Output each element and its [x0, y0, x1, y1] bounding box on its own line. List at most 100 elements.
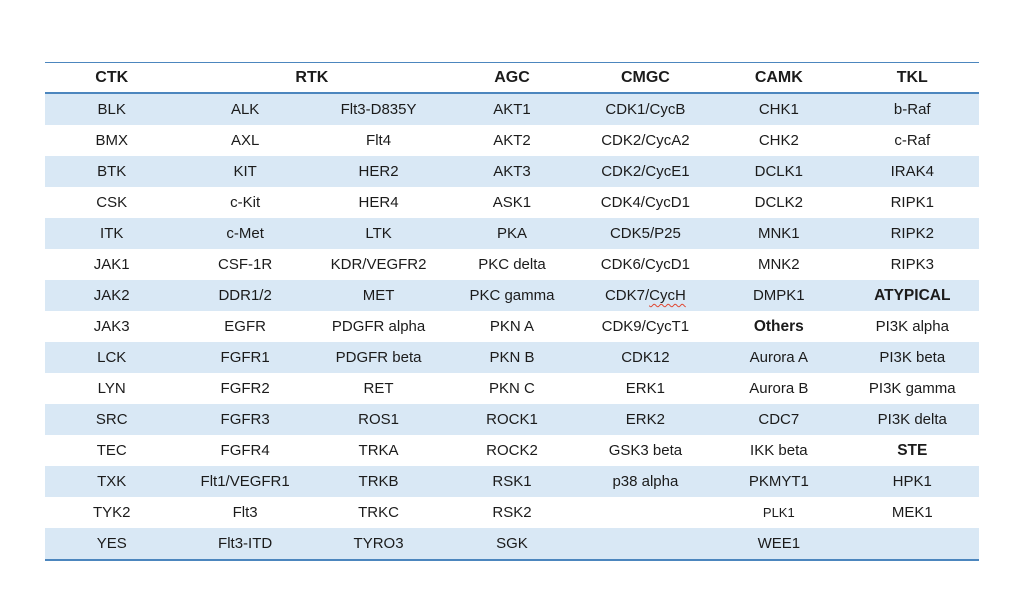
- table-row: JAK1 CSF-1R KDR/VEGFR2 PKC delta CDK6/CycD1 M…: [45, 249, 979, 280]
- table-row: BLK ALK Flt3-D835Y AKT1 CDK1/CycB CHK1 b-Raf: [45, 93, 979, 125]
- kinase-cell: TRKC: [358, 504, 399, 521]
- kinase-cell: Aurora B: [749, 380, 809, 397]
- kinase-cell: PLK1: [762, 505, 795, 520]
- kinase-cell: CDK4/CycD1: [600, 194, 690, 211]
- kinase-cell: TEC: [96, 442, 127, 459]
- table-row: JAK3 EGFR PDGFR alpha PKN A CDK9/CycT1 Others…: [45, 311, 979, 342]
- kinase-cell: FGFR2: [220, 380, 270, 397]
- kinase-cell: TXK: [45, 466, 179, 497]
- kinase-cell: STE: [897, 441, 928, 459]
- kinase-cell: Flt3-D835Y: [311, 93, 446, 125]
- kinase-cell: ALK: [178, 93, 312, 125]
- kinase-cell: ROCK1: [445, 404, 579, 435]
- column-header-rtk: RTK: [178, 62, 446, 94]
- kinase-cell: Flt4: [366, 132, 392, 149]
- kinase-cell: AKT1: [445, 93, 579, 125]
- kinase-cell: BLK: [45, 93, 179, 125]
- kinase-cell: FGFR1: [178, 342, 312, 373]
- kinase-cell: CDC7: [712, 404, 846, 435]
- kinase-cell: RIPK3: [890, 256, 934, 273]
- kinase-cell: PI3K delta: [845, 404, 979, 435]
- kinase-cell: WEE1: [712, 528, 846, 561]
- kinase-cell: CDK6/CycD1: [600, 256, 690, 273]
- table-row: YES Flt3-ITD TYRO3 SGK WEE1: [45, 528, 979, 561]
- kinase-cell: JAK3: [93, 318, 130, 335]
- kinase-cell: FGFR3: [178, 404, 312, 435]
- kinase-cell: PKA: [445, 218, 579, 249]
- kinase-cell: TYRO3: [311, 528, 446, 561]
- column-header-ctk: CTK: [45, 62, 179, 94]
- kinase-cell: MNK1: [712, 218, 846, 249]
- kinase-cell: b-Raf: [845, 93, 979, 125]
- kinase-cell: CSK: [96, 194, 128, 211]
- kinase-cell: JAK1: [93, 256, 130, 273]
- kinase-cell: IRAK4: [845, 156, 979, 187]
- kinase-cell: c-Kit: [230, 194, 261, 211]
- kinase-cell: DCLK2: [754, 194, 803, 211]
- kinase-cell: CHK2: [758, 132, 799, 149]
- kinase-cell: DMPK1: [712, 280, 846, 311]
- kinase-cell: CDK5/P25: [578, 218, 713, 249]
- kinase-cell: Flt3-ITD: [178, 528, 312, 561]
- kinase-cell: PI3K alpha: [875, 318, 949, 335]
- kinase-cell: RIPK1: [890, 194, 934, 211]
- kinase-cell: c-Met: [178, 218, 312, 249]
- spellcheck-underline: CycH: [649, 287, 686, 304]
- kinase-cell: KIT: [178, 156, 312, 187]
- kinase-cell: ROCK2: [486, 442, 538, 459]
- column-header-tkl: TKL: [845, 62, 979, 94]
- kinase-cell: YES: [45, 528, 179, 561]
- kinase-cell: MNK2: [757, 256, 800, 273]
- kinase-cell: PKN B: [445, 342, 579, 373]
- table-row: BTK KIT HER2 AKT3 CDK2/CycE1 DCLK1 IRAK4: [45, 156, 979, 187]
- kinase-cell: MEK1: [891, 504, 933, 521]
- kinase-cell: PKN C: [489, 380, 535, 397]
- kinase-cell: CDK2/CycE1: [578, 156, 713, 187]
- kinase-cell: Aurora A: [712, 342, 846, 373]
- table-row: LCK FGFR1 PDGFR beta PKN B CDK12 Aurora A PI3K…: [45, 342, 979, 373]
- table-row: BMX AXL Flt4 AKT2 CDK2/CycA2 CHK2 c-Raf: [45, 125, 979, 156]
- kinase-cell: [845, 528, 979, 561]
- kinase-cell: LYN: [97, 380, 126, 397]
- kinase-cell: SRC: [45, 404, 179, 435]
- table-body: BLK ALK Flt3-D835Y AKT1 CDK1/CycB CHK1 b-Raf BM…: [45, 93, 979, 561]
- table-row: TXK Flt1/VEGFR1 TRKB RSK1 p38 alpha PKMYT1 HPK…: [45, 466, 979, 497]
- kinase-cell: ERK2: [578, 404, 713, 435]
- kinase-cell: ATYPICAL: [845, 280, 979, 311]
- kinase-cell: GSK3 beta: [608, 442, 683, 459]
- kinase-cell: PI3K gamma: [868, 380, 956, 397]
- kinase-cell: Flt3: [232, 504, 258, 521]
- kinase-cell: TRKB: [311, 466, 446, 497]
- kinase-cell: RIPK2: [845, 218, 979, 249]
- kinase-cell: RSK1: [445, 466, 579, 497]
- kinase-cell: c-Raf: [894, 132, 931, 149]
- kinase-cell: IKK beta: [750, 442, 808, 459]
- kinase-cell: ERK1: [625, 380, 665, 397]
- kinase-cell: PDGFR alpha: [331, 318, 426, 335]
- kinase-cell: BTK: [45, 156, 179, 187]
- kinase-cell: CDK7/CycH: [578, 280, 713, 311]
- kinase-cell: [578, 528, 713, 561]
- kinase-cell: ASK1: [492, 194, 532, 211]
- kinase-cell: EGFR: [224, 318, 266, 335]
- column-header-agc: AGC: [445, 62, 579, 94]
- table-row: TYK2 Flt3 TRKC RSK2 PLK1 MEK1: [45, 497, 979, 528]
- table-row: LYN FGFR2 RET PKN C ERK1 Aurora B PI3K gamma: [45, 373, 979, 404]
- kinase-cell: PKC delta: [478, 256, 546, 273]
- kinase-cell: LTK: [311, 218, 446, 249]
- kinase-cell: PDGFR beta: [311, 342, 446, 373]
- table-header-row: CTK RTK AGC CMGC CAMK TKL: [45, 62, 979, 94]
- kinase-cell: MET: [311, 280, 446, 311]
- kinase-cell: SGK: [445, 528, 579, 561]
- kinase-cell: CSF-1R: [218, 256, 273, 273]
- kinase-cell: CHK1: [712, 93, 846, 125]
- kinase-cell: LCK: [45, 342, 179, 373]
- table-row: TEC FGFR4 TRKA ROCK2 GSK3 beta IKK beta STE: [45, 435, 979, 466]
- kinase-cell: HPK1: [845, 466, 979, 497]
- kinase-cell: Others: [753, 317, 804, 335]
- table-row: CSK c-Kit HER4 ASK1 CDK4/CycD1 DCLK2 RIPK1: [45, 187, 979, 218]
- kinase-cell: AXL: [230, 132, 260, 149]
- table-row: JAK2 DDR1/2 MET PKC gamma CDK7/CycH DMPK1 ATYP…: [45, 280, 979, 311]
- column-header-cmgc: CMGC: [578, 62, 713, 94]
- kinase-cell: Flt1/VEGFR1: [178, 466, 312, 497]
